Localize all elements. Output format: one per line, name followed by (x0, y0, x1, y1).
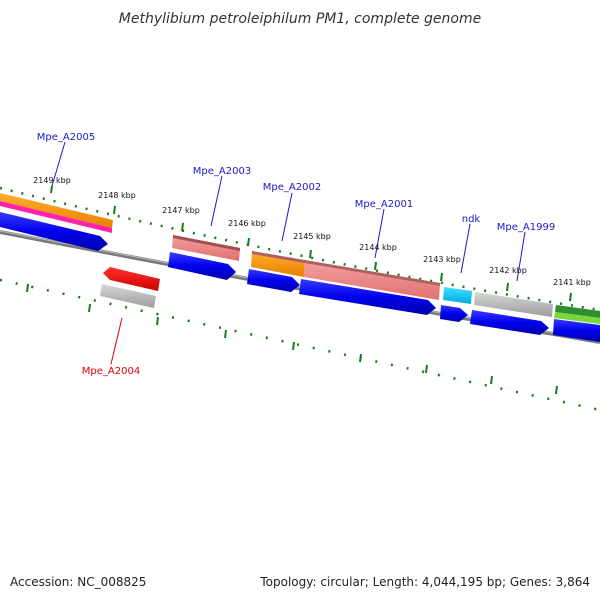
feature-salmon-edge (173, 235, 240, 251)
cds-arrow (0, 212, 108, 251)
tick-2141 (569, 292, 572, 302)
leader-line (374, 208, 385, 259)
cds-arrow (299, 279, 436, 315)
gene-label-reverse: Mpe_A2004 (82, 366, 140, 377)
feature-gray (100, 284, 156, 308)
tick-2142 (506, 282, 509, 292)
cds-arrow (553, 319, 600, 342)
inner-tick-e (292, 341, 295, 351)
inner-tick-a (26, 283, 29, 293)
feature-orange (251, 251, 305, 277)
inner-tick-f (359, 353, 362, 363)
inner-tick-h (490, 375, 493, 385)
inner-tick-b (88, 303, 91, 313)
kbp-label: 2146 kbp (228, 219, 266, 228)
leader-line-reverse (110, 317, 123, 365)
inner-major-ticks (26, 283, 558, 395)
cds-arrow (470, 310, 549, 335)
feature-salmon (172, 235, 240, 261)
feature-lightgreen (554, 312, 600, 324)
kbp-label: 2149 kbp (33, 176, 71, 185)
label-leaders (51, 141, 526, 365)
gene-label: Mpe_A2001 (355, 199, 413, 210)
map-title: Methylibium petroleiphilum PM1, complete… (119, 11, 481, 27)
kbp-label: 2144 kbp (359, 243, 397, 252)
feature-magenta (0, 201, 112, 233)
genome-map: 2149 kbp 2148 kbp 2147 kbp 2146 kbp 2145… (0, 132, 600, 412)
topology-text: Topology: circular; Length: 4,044,195 bp… (259, 575, 590, 589)
accession-text: Accession: NC_008825 (10, 575, 146, 589)
cds-arrow (440, 305, 468, 322)
tick-2143 (440, 272, 443, 282)
tick-2145 (309, 249, 312, 259)
inner-tick-i (555, 385, 558, 395)
tick-2148 (113, 205, 116, 215)
inner-tick-g (425, 364, 428, 374)
feature-salmon (304, 261, 440, 300)
gene-label: Mpe_A2002 (263, 182, 321, 193)
feature-blocks (0, 193, 600, 342)
gene-labels: Mpe_A2005 Mpe_A2003 Mpe_A2002 Mpe_A2001 … (37, 132, 555, 377)
feature-gap (0, 207, 112, 237)
leader-line (460, 223, 471, 274)
leader-line (51, 141, 66, 187)
gene-label: Mpe_A2003 (193, 166, 251, 177)
feature-edge (252, 251, 440, 286)
kbp-label: 2147 kbp (162, 206, 200, 215)
kbp-label: 2142 kbp (489, 266, 527, 275)
tick-2144 (374, 261, 377, 271)
feature-orange (0, 193, 113, 228)
kbp-label: 2143 kbp (423, 255, 461, 264)
inner-tick-c (156, 316, 159, 326)
tick-2147 (181, 222, 184, 232)
feature-gray (474, 292, 553, 317)
gene-label: Mpe_A2005 (37, 132, 95, 143)
gene-label: Mpe_A1999 (497, 222, 555, 233)
gene-label: ndk (462, 214, 481, 225)
kbp-label: 2148 kbp (98, 191, 136, 200)
feature-cyan (443, 287, 472, 304)
leader-line (210, 175, 223, 227)
cds-arrow-reverse (103, 267, 160, 291)
major-ticks (50, 185, 572, 302)
inner-tick-d (224, 329, 227, 339)
leader-line (516, 231, 526, 282)
leader-line (281, 192, 293, 242)
kbp-label: 2141 kbp (553, 278, 591, 287)
tick-2149 (50, 185, 53, 194)
cds-arrow (247, 269, 300, 292)
tick-2146 (247, 237, 250, 247)
feature-green (555, 305, 600, 318)
cds-arrow (168, 252, 236, 280)
kbp-label: 2145 kbp (293, 232, 331, 241)
kbp-labels: 2149 kbp 2148 kbp 2147 kbp 2146 kbp 2145… (33, 176, 591, 287)
